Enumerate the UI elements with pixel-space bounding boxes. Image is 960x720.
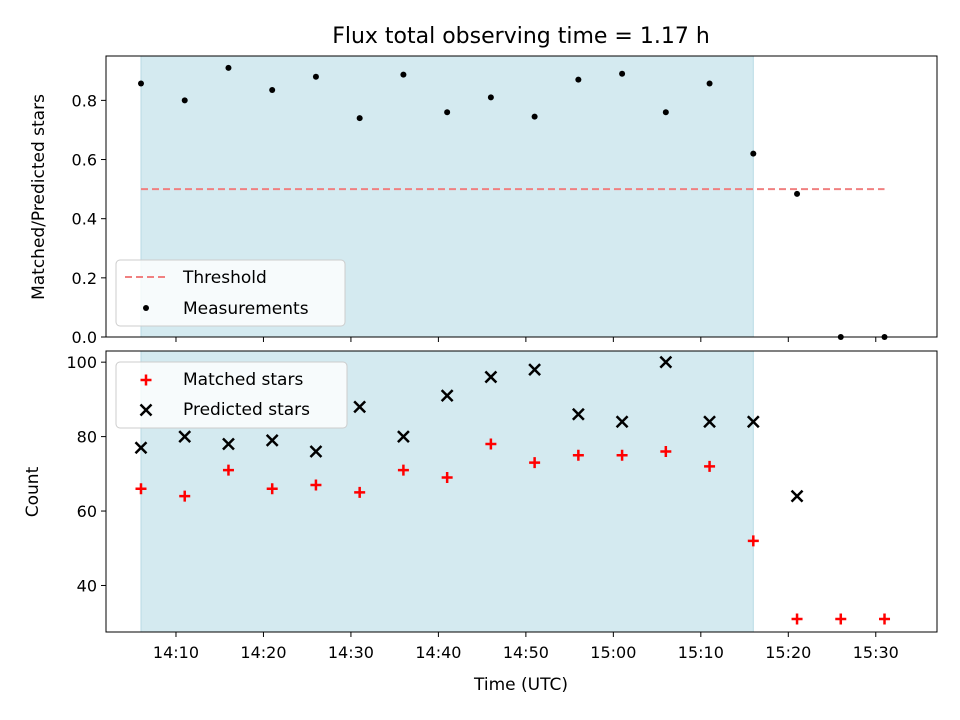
matched-stars-point bbox=[747, 535, 759, 547]
matched-stars-point bbox=[441, 472, 453, 484]
measurement-point bbox=[444, 109, 451, 116]
measurement-point bbox=[312, 73, 319, 80]
legend-predicted-label: Predicted stars bbox=[183, 400, 310, 420]
legend-predicted-swatch bbox=[139, 403, 153, 417]
matched-stars-point bbox=[704, 460, 716, 472]
predicted-stars-point bbox=[134, 441, 148, 455]
matched-stars-point bbox=[572, 449, 584, 461]
bottom-y-tick-label: 80 bbox=[77, 428, 97, 447]
legend-measurements-swatch bbox=[143, 305, 149, 311]
top-legend: Threshold Measurements bbox=[115, 259, 346, 327]
matched-stars-point bbox=[879, 613, 891, 625]
matched-stars-point bbox=[222, 464, 234, 476]
top-axes-frame bbox=[105, 55, 938, 338]
top-y-tick-label: 0.0 bbox=[72, 328, 97, 347]
measurement-point bbox=[531, 113, 538, 120]
predicted-stars-point bbox=[397, 430, 410, 443]
legend-threshold-label: Threshold bbox=[182, 268, 267, 288]
top-y-tick-label: 0.2 bbox=[72, 269, 97, 288]
matched-stars-point bbox=[791, 613, 803, 625]
predicted-stars-point bbox=[659, 355, 673, 369]
matched-stars-point bbox=[179, 490, 191, 502]
top-panel: 0.0 0.2 0.4 0.6 0.8 Threshold Measurements bbox=[72, 55, 938, 347]
bottom-y-tick-label: 100 bbox=[66, 353, 97, 372]
bottom-axes-frame bbox=[105, 350, 938, 633]
predicted-stars-point bbox=[615, 415, 629, 429]
predicted-stars-point bbox=[790, 489, 804, 503]
measurement-point bbox=[400, 71, 407, 78]
predicted-stars-point bbox=[571, 407, 585, 421]
bottom-y-tick-label: 60 bbox=[77, 502, 97, 521]
predicted-stars-point bbox=[265, 433, 279, 447]
legend-matched-swatch bbox=[140, 374, 152, 386]
bottom-y-axis-label: Count bbox=[23, 466, 43, 517]
matched-stars-point bbox=[135, 483, 147, 495]
predicted-stars-point bbox=[528, 363, 542, 376]
predicted-stars-point bbox=[746, 415, 760, 429]
x-tick-label: 15:10 bbox=[678, 643, 724, 662]
bottom-y-tick-label: 40 bbox=[77, 576, 97, 595]
predicted-stars-point bbox=[222, 437, 235, 451]
measurement-point bbox=[137, 80, 144, 87]
measurement-point bbox=[181, 97, 188, 104]
top-y-axis-label: Matched/Predicted stars bbox=[29, 94, 49, 300]
matched-stars-point bbox=[310, 479, 322, 491]
measurement-point bbox=[794, 190, 801, 197]
top-y-tick-label: 0.8 bbox=[72, 91, 97, 110]
legend-measurements-label: Measurements bbox=[183, 299, 309, 319]
x-tick-label: 14:40 bbox=[415, 643, 461, 662]
predicted-stars-point bbox=[440, 389, 454, 403]
x-tick-label: 15:30 bbox=[853, 643, 899, 662]
measurement-point bbox=[225, 64, 232, 71]
matched-stars-point bbox=[529, 457, 541, 469]
top-y-tick-label: 0.6 bbox=[72, 151, 97, 170]
chart-title: Flux total observing time = 1.17 h bbox=[332, 24, 710, 49]
matched-stars-point bbox=[616, 449, 628, 461]
x-tick-label: 14:20 bbox=[240, 643, 286, 662]
matched-stars-point bbox=[354, 486, 366, 498]
matched-stars-point bbox=[397, 464, 409, 476]
x-tick-label: 15:00 bbox=[590, 643, 636, 662]
x-tick-label: 15:20 bbox=[765, 643, 811, 662]
measurement-point bbox=[750, 150, 757, 157]
predicted-stars-point bbox=[353, 400, 367, 414]
measurement-point bbox=[706, 80, 713, 87]
predicted-stars-point bbox=[484, 370, 498, 384]
x-axis-label: Time (UTC) bbox=[473, 675, 568, 695]
bottom-legend: Matched stars Predicted stars bbox=[115, 361, 348, 429]
x-tick-label: 14:30 bbox=[328, 643, 374, 662]
matched-stars-point bbox=[485, 438, 497, 450]
measurement-point bbox=[356, 115, 363, 122]
matched-stars-point bbox=[266, 483, 278, 495]
bottom-panel: 40 60 80 100 14:10 14:20 14:30 14:40 14:50 15:00 1… bbox=[66, 350, 938, 662]
matched-stars-point bbox=[660, 445, 672, 457]
top-y-tick-label: 0.4 bbox=[72, 210, 97, 229]
bottom-legend-box bbox=[115, 361, 348, 429]
measurement-point bbox=[487, 94, 494, 101]
measurement-point bbox=[662, 109, 669, 116]
x-tick-label: 14:50 bbox=[503, 643, 549, 662]
x-tick-label: 14:10 bbox=[153, 643, 199, 662]
measurement-point bbox=[575, 76, 582, 83]
measurement-point bbox=[269, 87, 276, 94]
legend-matched-label: Matched stars bbox=[183, 370, 303, 390]
top-legend-box bbox=[115, 259, 346, 327]
matched-stars-point bbox=[835, 613, 847, 625]
predicted-stars-point bbox=[703, 415, 716, 429]
predicted-stars-point bbox=[309, 445, 323, 458]
measurement-point bbox=[619, 70, 626, 77]
predicted-stars-point bbox=[178, 430, 192, 443]
